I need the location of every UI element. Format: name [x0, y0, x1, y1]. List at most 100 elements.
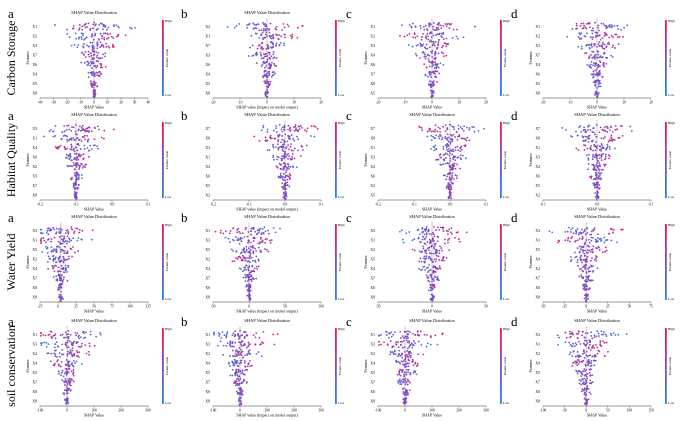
panel-letter: c — [346, 314, 352, 329]
shap-point — [88, 353, 91, 356]
shap-panel: a SHAP Value Distribution-100 0 100 200 300SH… — [8, 314, 172, 418]
shap-point — [92, 38, 95, 41]
shap-point — [265, 73, 268, 75]
shap-point — [409, 331, 411, 333]
feature-label: X3 — [32, 342, 37, 346]
shap-point — [574, 251, 576, 254]
shap-point — [304, 129, 306, 132]
shap-point — [236, 364, 239, 367]
shap-point — [585, 381, 588, 384]
shap-point — [270, 37, 273, 40]
shap-point — [240, 268, 242, 270]
shap-point — [67, 264, 70, 267]
shap-point — [63, 241, 66, 243]
shap-point — [602, 61, 605, 64]
shap-point — [86, 147, 89, 149]
shap-point — [464, 138, 467, 141]
shap-point — [296, 26, 299, 29]
shap-point — [597, 53, 600, 56]
shap-point — [614, 129, 617, 131]
shap-point — [52, 226, 55, 229]
shap-point — [428, 280, 431, 283]
shap-point — [557, 241, 559, 244]
shap-point — [84, 163, 87, 166]
shap-point — [56, 345, 59, 348]
shap-point — [585, 380, 587, 383]
shap-point — [264, 29, 267, 32]
shap-point — [93, 89, 96, 92]
shap-point — [436, 266, 438, 269]
shap-point — [87, 131, 90, 133]
shap-point — [589, 65, 592, 68]
shap-point — [266, 55, 269, 57]
shap-point — [259, 242, 261, 245]
shap-point — [96, 42, 99, 45]
shap-point — [75, 196, 78, 199]
shap-point — [261, 228, 264, 230]
shap-point — [456, 177, 458, 180]
shap-point — [468, 128, 471, 131]
shap-point — [282, 176, 285, 178]
shap-point — [430, 273, 433, 276]
shap-point — [47, 334, 50, 336]
shap-point — [236, 229, 239, 231]
shap-point — [569, 260, 572, 263]
shap-point — [73, 340, 75, 343]
shap-point — [235, 359, 238, 362]
shap-point — [424, 35, 427, 37]
shap-point — [465, 231, 468, 234]
shap-point — [81, 177, 83, 180]
x-axis-label: SHAP Value — [422, 105, 442, 110]
x-tick-label: 0 — [239, 409, 241, 413]
shap-point — [236, 258, 239, 260]
shap-point — [46, 230, 49, 232]
shap-point — [602, 52, 605, 55]
shap-point — [586, 355, 589, 358]
shap-point — [423, 53, 426, 56]
shap-point — [444, 130, 447, 133]
y-axis-label: Features — [26, 255, 30, 268]
shap-point — [249, 248, 252, 251]
shap-point — [260, 65, 263, 67]
shap-point — [404, 379, 407, 382]
shap-point — [77, 356, 80, 358]
shap-point — [245, 276, 248, 278]
shap-point — [286, 184, 289, 186]
shap-point — [73, 43, 76, 46]
feature-label: X2 — [370, 248, 375, 252]
shap-point — [407, 330, 410, 333]
shap-point — [576, 364, 579, 367]
shap-point — [437, 135, 440, 138]
shap-point — [252, 334, 255, 336]
shap-point — [82, 136, 85, 139]
shap-point — [52, 250, 55, 253]
shap-point — [401, 347, 404, 349]
shap-point — [50, 335, 53, 338]
shap-point — [240, 397, 242, 400]
shap-point — [409, 350, 412, 353]
shap-point — [249, 257, 251, 260]
x-tick-label: 100 — [318, 305, 324, 309]
shap-point — [446, 139, 449, 142]
shap-point — [66, 140, 69, 143]
shap-point — [236, 354, 238, 357]
shap-point — [600, 330, 603, 333]
shap-point — [55, 265, 57, 267]
shap-point — [100, 45, 103, 48]
x-tick-label: 0 — [404, 409, 406, 413]
shap-point — [291, 153, 294, 155]
shap-point — [68, 380, 70, 383]
shap-point — [232, 364, 235, 366]
shap-point — [74, 174, 77, 177]
shap-point — [587, 278, 590, 281]
shap-point — [252, 250, 255, 253]
shap-point — [268, 53, 271, 56]
shap-point — [399, 374, 402, 377]
shap-point — [66, 336, 69, 339]
shap-point — [280, 167, 283, 170]
shap-point — [451, 232, 453, 235]
shap-point — [444, 23, 447, 25]
x-tick-label: 0 — [431, 101, 433, 105]
shap-point — [57, 266, 60, 269]
shap-point — [78, 144, 80, 147]
